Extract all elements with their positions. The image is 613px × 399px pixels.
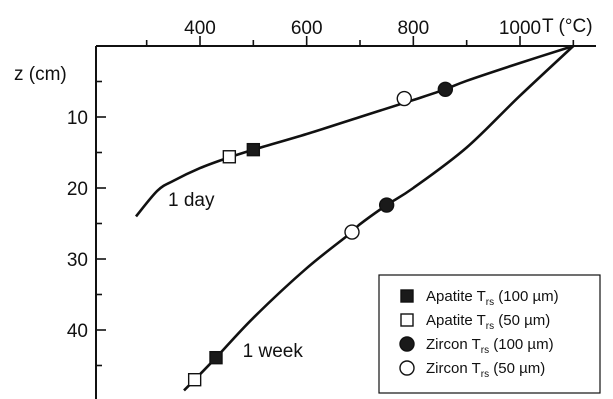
y-tick-label: 10 [67,108,88,129]
markers [187,81,454,387]
y-axis-title: z (cm) [14,64,67,85]
zircon-50um-marker [396,90,412,107]
legend: Apatite Trs (100 µm) Apatite Trs (50 µm) Z… [378,274,601,394]
x-axis-title: T (°C) [542,16,593,37]
y-tick-label: 40 [67,321,88,342]
zircon-50um-marker [344,224,360,240]
x-tick-label: 400 [184,18,216,39]
x-tick-label: 600 [291,18,323,39]
legend-box [378,274,601,394]
curve-label-1-week: 1 week [243,341,304,362]
axes: 400 600 800 1000 T (°C) 10 20 30 40 z (cm) [14,16,596,399]
apatite-50um-marker [187,373,202,387]
legend-label: Zircon Trs (50 µm) [426,360,545,380]
y-tick-label: 20 [67,179,88,200]
legend-label: Zircon Trs (100 µm) [426,336,554,356]
apatite-100um-marker [246,142,261,157]
apatite-50um-marker [222,150,237,164]
legend-symbol-open-square [400,313,414,327]
legend-symbol-open-circle [399,360,415,376]
legend-symbol-filled-square [400,289,414,303]
zircon-100um-marker [378,197,395,213]
curve-label-1-day: 1 day [168,190,215,211]
apatite-100um-marker [209,350,223,365]
annotations: 1 day 1 week [168,190,303,362]
x-tick-label: 800 [397,18,429,39]
legend-label: Apatite Trs (100 µm) [426,288,559,308]
zircon-100um-marker [437,81,454,98]
legend-label: Apatite Trs (50 µm) [426,312,550,332]
y-tick-label: 30 [67,250,88,271]
legend-symbol-filled-circle [399,336,415,352]
series-line-1-day [135,44,574,218]
x-tick-label: 1000 [499,18,541,39]
